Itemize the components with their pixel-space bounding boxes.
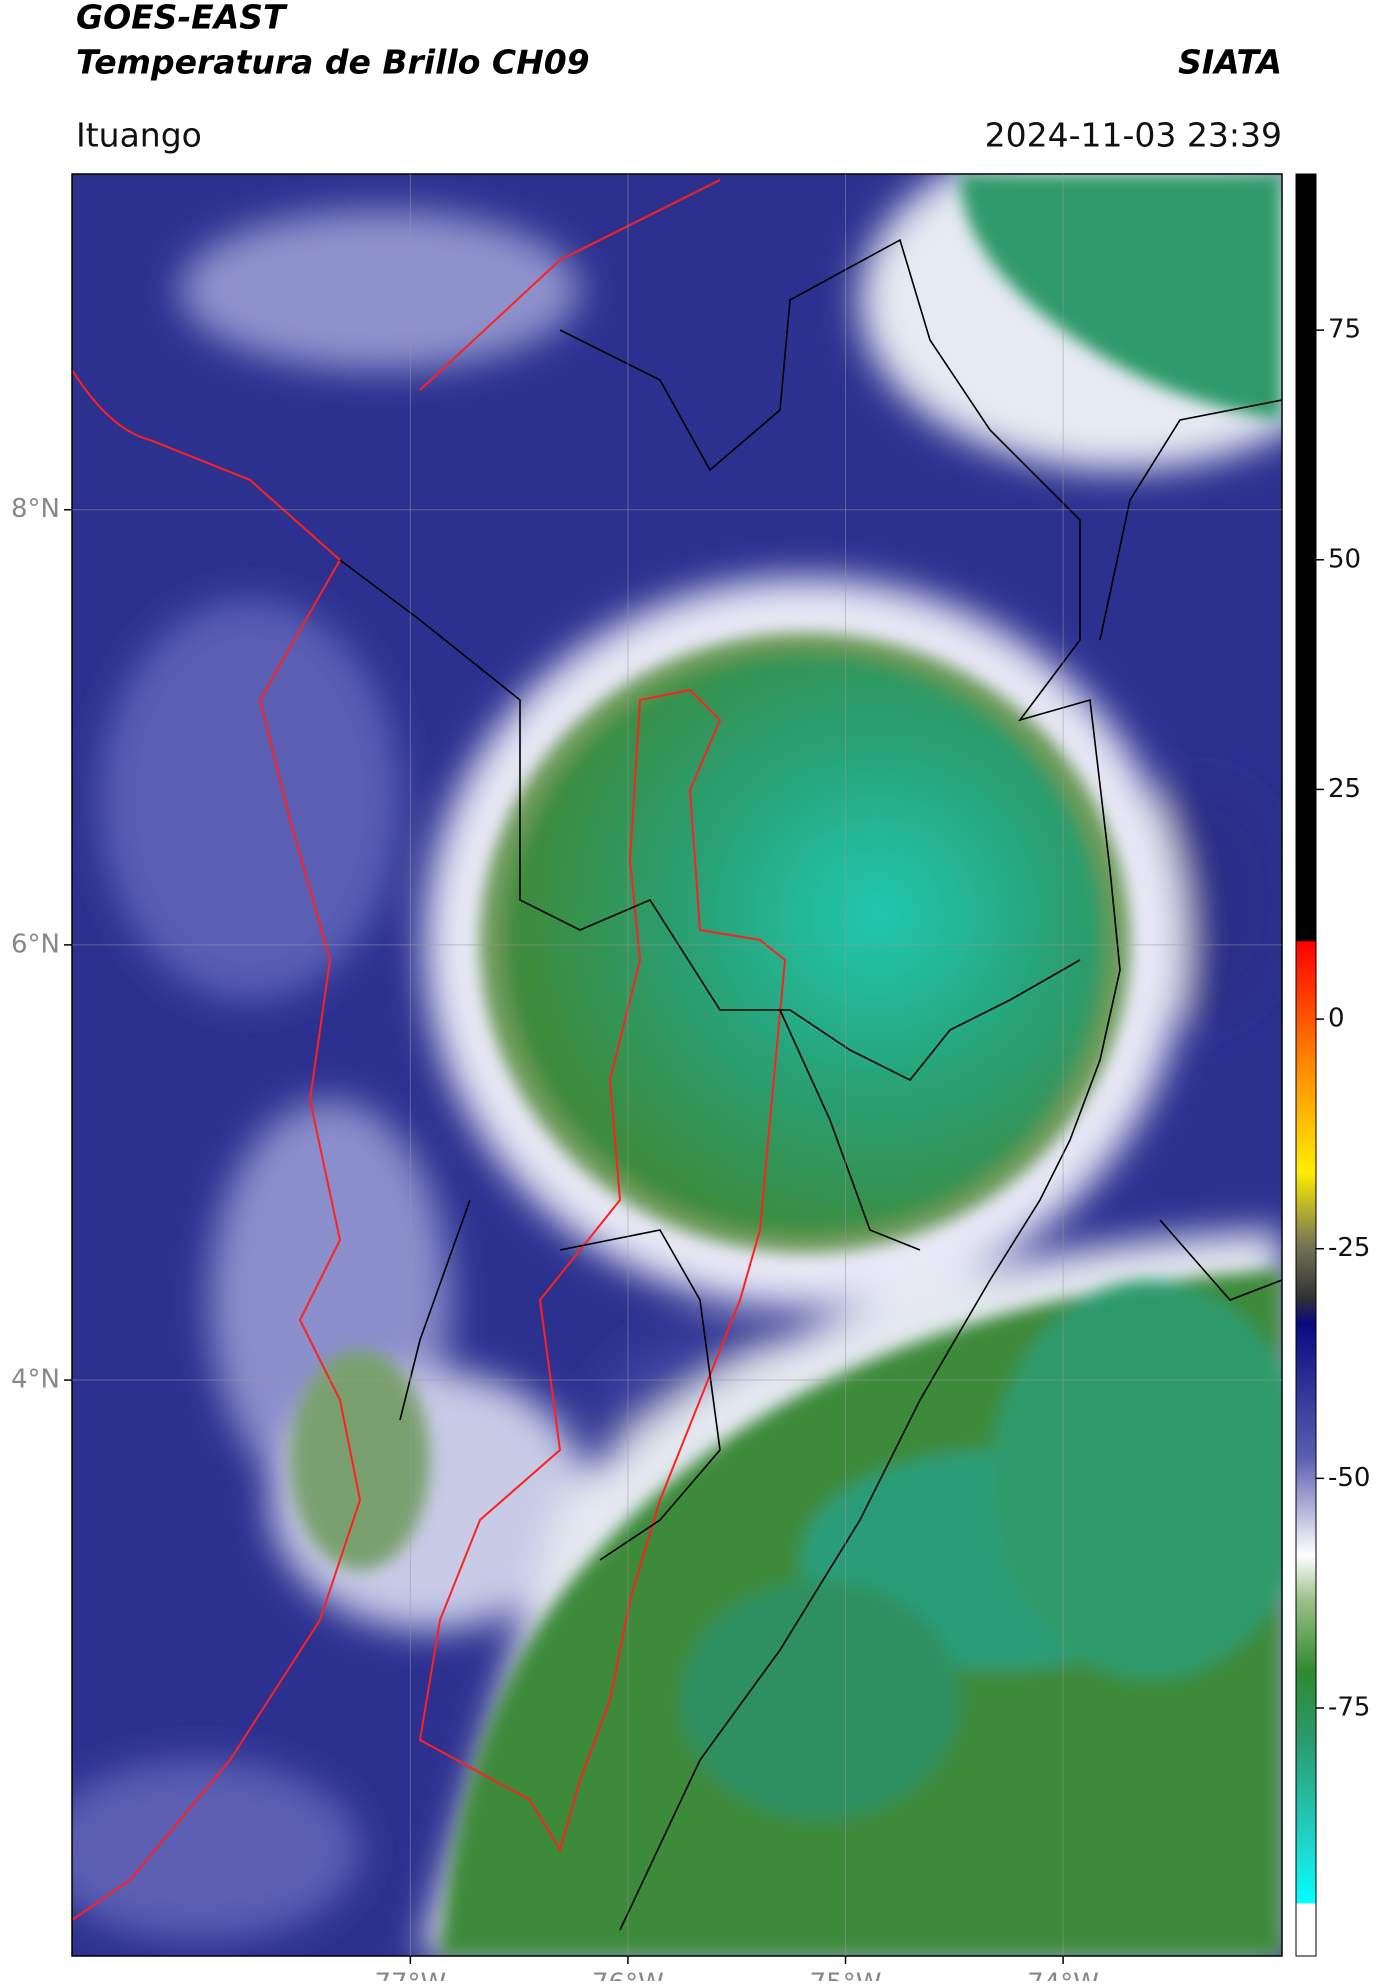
x-tick-label: 75°W — [810, 1969, 882, 1982]
source: SIATA — [1178, 43, 1282, 82]
satellite-image — [72, 174, 1282, 1956]
colorbar-tick-label: -75 — [1328, 1692, 1370, 1722]
x-tick-label: 76°W — [592, 1969, 664, 1982]
colorbar-tick-label: -25 — [1328, 1233, 1370, 1263]
datetime: 2024-11-03 23:39 — [985, 116, 1282, 155]
colorbar-tick-label: 50 — [1328, 544, 1361, 574]
y-tick-label: 8°N — [11, 494, 60, 524]
title: GOES-EAST — [76, 0, 288, 37]
map-frame — [71, 173, 1283, 1957]
colorbar-tick-label: -50 — [1328, 1463, 1370, 1493]
x-tick-label: 74°W — [1027, 1969, 1099, 1982]
x-tick-label: 77°W — [374, 1969, 446, 1982]
colorbar-tick-label: 0 — [1328, 1004, 1345, 1034]
colorbar-tick-label: 25 — [1328, 774, 1361, 804]
y-tick-label: 6°N — [11, 929, 60, 959]
y-tick-label: 4°N — [11, 1365, 60, 1395]
colorbar-tick-label: 75 — [1328, 315, 1361, 345]
location: Ituango — [76, 116, 202, 155]
colorbar — [1295, 173, 1317, 1957]
subtitle: Temperatura de Brillo CH09 — [76, 43, 590, 82]
